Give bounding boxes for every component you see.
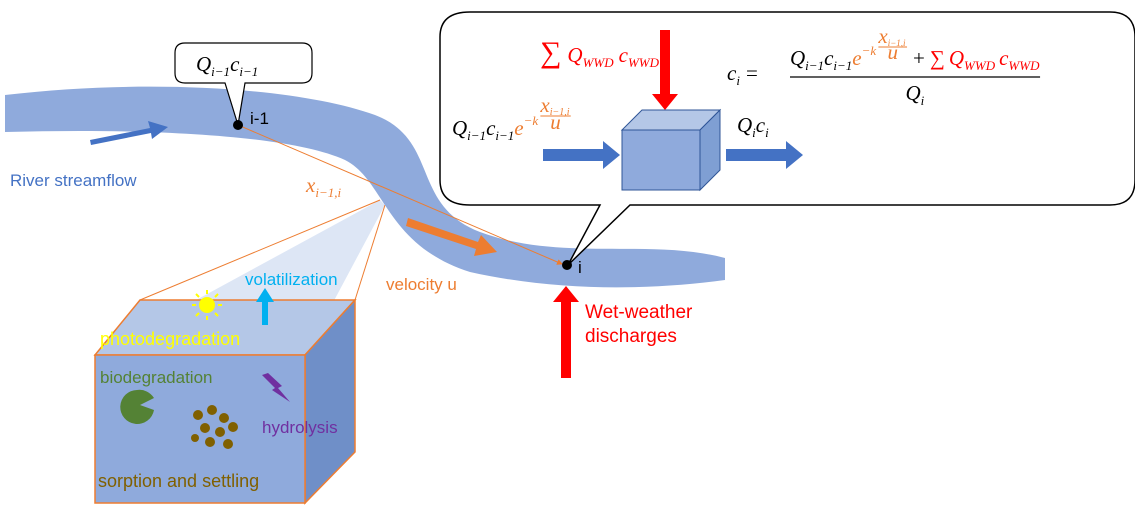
- volatilization-label: volatilization: [245, 270, 338, 289]
- zoom-line: [354, 204, 386, 301]
- sorption-label: sorption and settling: [98, 471, 259, 491]
- node: [562, 260, 572, 270]
- node-label: i-1: [250, 109, 269, 128]
- frac-num: xi−1,i: [539, 93, 569, 118]
- sub: WWD: [1008, 58, 1040, 73]
- outflow-formula: Qici: [737, 113, 769, 140]
- pacman: [120, 389, 154, 424]
- inflow-arrow: [543, 141, 620, 169]
- wwd-arrow: [652, 30, 678, 110]
- sub: i−1,i: [888, 38, 906, 48]
- sum: ∑: [930, 46, 945, 70]
- sup: −k: [524, 113, 539, 128]
- wwd-formula: ∑ QWWD cWWD: [540, 36, 660, 70]
- eq-num: Qi−1ci−1e−k: [790, 43, 876, 73]
- sun-rays: [192, 290, 222, 320]
- hydrolysis-label: hydrolysis: [262, 418, 338, 437]
- sub: i−1,i: [550, 107, 570, 118]
- frac-den: u: [550, 110, 561, 134]
- sym: c: [727, 61, 737, 85]
- inflow-formula: Qi−1ci−1e−k: [452, 113, 538, 143]
- line: Wet-weather: [585, 302, 693, 323]
- sym: x: [305, 173, 316, 197]
- sub: i−1: [467, 128, 486, 143]
- sym: e: [852, 46, 861, 70]
- discharge-label: Wet-weather discharges: [585, 302, 693, 347]
- line: discharges: [585, 326, 677, 347]
- sym: c: [619, 43, 629, 67]
- vol-arrow: [256, 288, 274, 325]
- sym: c: [756, 113, 766, 137]
- sub: i−1,i: [315, 185, 341, 200]
- river: [5, 86, 725, 288]
- sub: i−1: [211, 64, 230, 79]
- sym: Q: [905, 81, 920, 105]
- sub: i: [752, 125, 756, 140]
- sub: i−1: [805, 58, 824, 73]
- node: [233, 120, 243, 130]
- sym: Q: [949, 46, 964, 70]
- biodegradation-label: biodegradation: [100, 368, 212, 387]
- frac-den: u: [887, 40, 898, 64]
- outflow-arrow: [726, 141, 803, 169]
- discharge-arrow: [553, 286, 579, 378]
- eq-den: Qi: [905, 81, 924, 108]
- sym: c: [230, 52, 240, 76]
- sym: c: [486, 116, 496, 140]
- sub: i−1: [239, 64, 258, 79]
- sym: Q: [737, 113, 752, 137]
- lightning: [262, 373, 290, 402]
- sun: [199, 297, 215, 313]
- distance-label: xi−1,i: [305, 173, 341, 200]
- sub: i−1: [833, 58, 852, 73]
- node-callout: [174, 42, 313, 126]
- cube-front: [621, 129, 701, 191]
- sub: i: [736, 73, 740, 88]
- node-label: i: [578, 258, 582, 277]
- callout: [439, 11, 1135, 266]
- sym: Q: [567, 43, 582, 67]
- photodegradation-label: photodegradation: [100, 329, 240, 349]
- sub: i: [765, 125, 769, 140]
- sub: WWD: [628, 55, 660, 70]
- particles: [191, 405, 238, 449]
- velocity-arrow: [406, 218, 497, 256]
- zoom-line: [139, 199, 381, 301]
- frac-num: xi−1,i: [877, 24, 906, 48]
- distance-line: [237, 124, 563, 265]
- sym: c: [824, 46, 834, 70]
- sym: Q: [452, 116, 467, 140]
- sym: e: [514, 116, 523, 140]
- sub: i−1: [495, 128, 514, 143]
- sym: Q: [790, 46, 805, 70]
- sym: x: [539, 93, 550, 117]
- eq: =: [746, 61, 758, 85]
- callout-formula: Qi−1ci−1: [196, 52, 258, 79]
- plus: +: [913, 46, 925, 70]
- sub: i: [921, 93, 925, 108]
- velocity-label: velocity u: [386, 275, 457, 294]
- exp-fraction: xi−1,i u: [539, 93, 571, 134]
- sup: −k: [862, 43, 877, 58]
- eq-num-rest: + ∑ QWWD cWWD: [913, 46, 1040, 73]
- sub: WWD: [964, 58, 996, 73]
- eq-lhs: ci =: [727, 61, 758, 88]
- sub: WWD: [583, 55, 615, 70]
- sum: ∑: [540, 36, 561, 69]
- sym: c: [999, 46, 1009, 70]
- sym: Q: [196, 52, 211, 76]
- flow-arrow: [90, 121, 168, 145]
- exp-fraction: xi−1,i u: [877, 24, 908, 64]
- sym: x: [877, 24, 888, 48]
- streamflow-label: River streamflow: [10, 171, 137, 190]
